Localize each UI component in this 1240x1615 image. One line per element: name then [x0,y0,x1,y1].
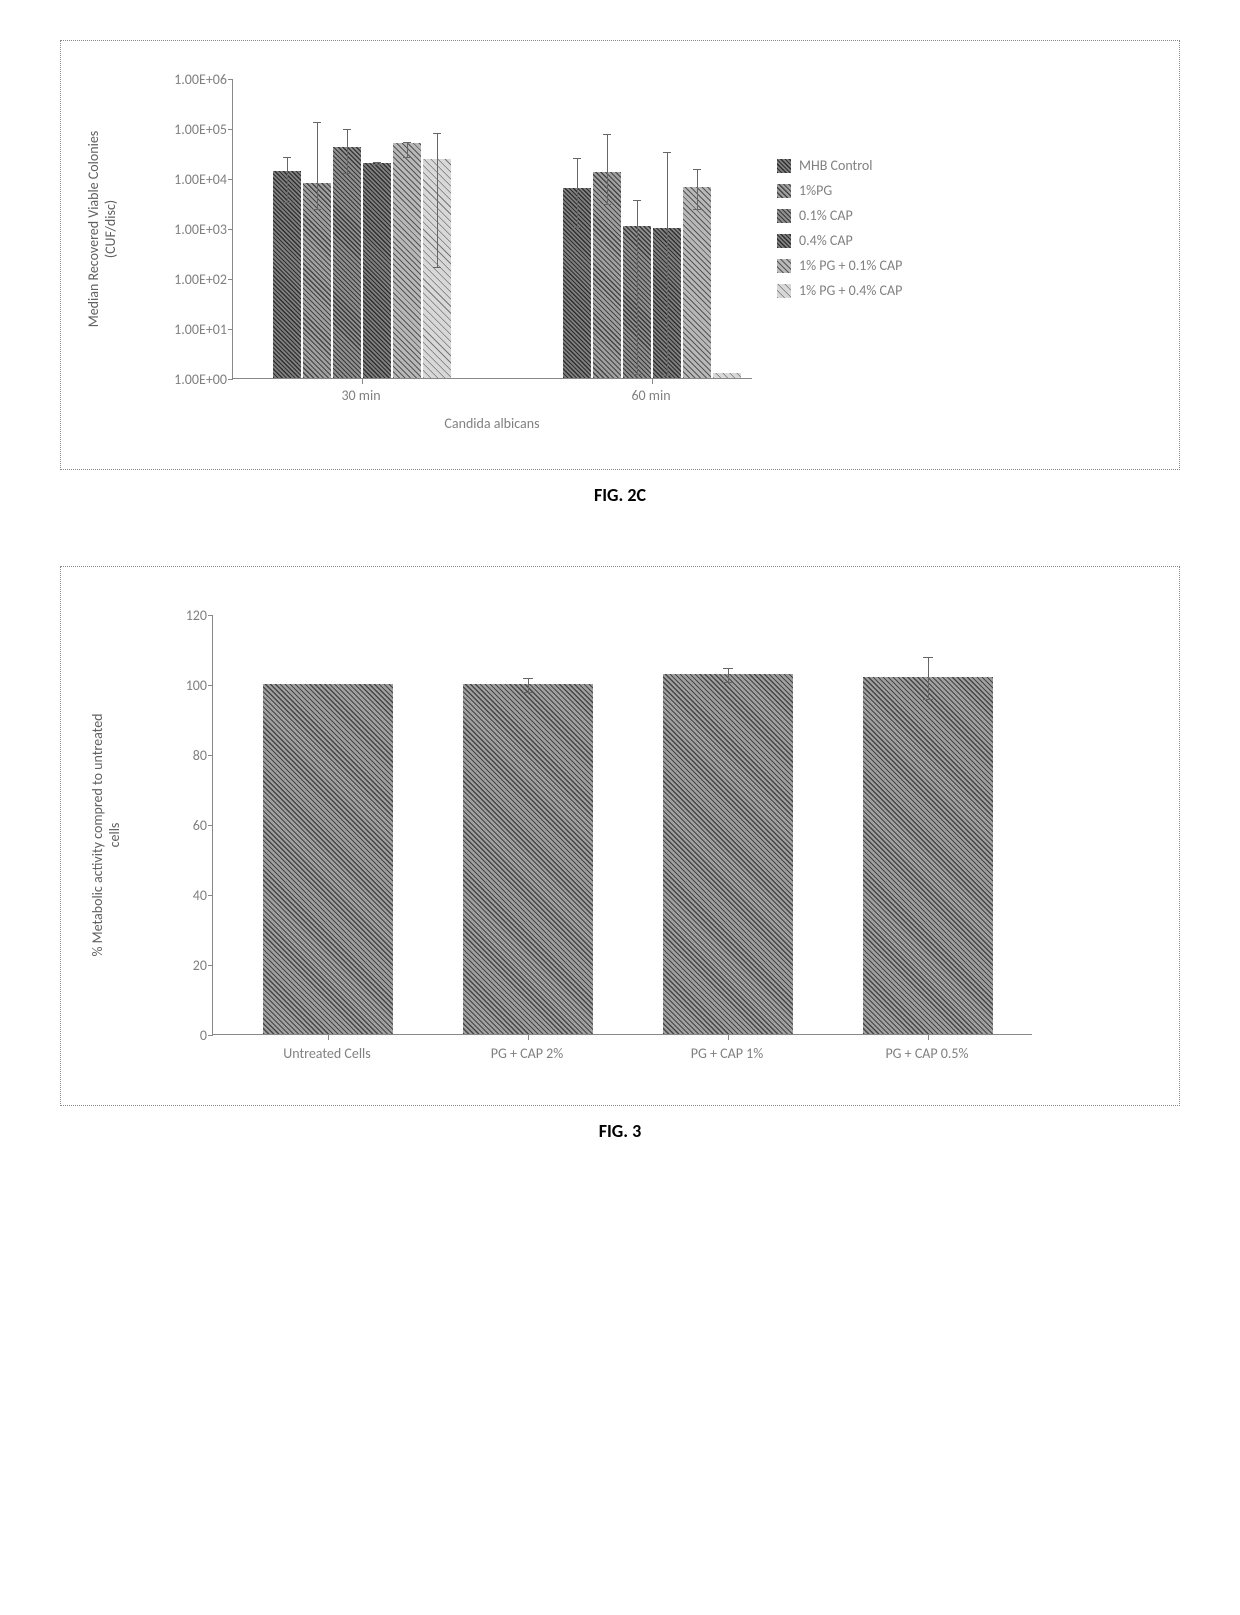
figure-3-xtick: Untreated Cells [237,1045,417,1062]
figure-2c-ytick: 1.00E+04 [137,171,227,188]
legend-swatch [777,184,791,198]
figure-3-ytick: 60 [157,817,207,834]
figure-2c-bar [393,143,421,378]
figure-3-caption: FIG. 3 [60,1120,1180,1142]
figure-2c-ylabel: Median Recovered Viable Colonies (CUF/di… [86,131,120,328]
figure-3-ylabel: % Metabolic activity compred to untreate… [90,713,124,956]
figure-3-body: % Metabolic activity compred to untreate… [77,585,1163,1087]
legend-swatch [777,259,791,273]
figure-2c-yticks: 1.00E+001.00E+011.00E+021.00E+031.00E+04… [137,79,227,379]
figure-3-xtick: PG + CAP 2% [437,1045,617,1062]
figure-2c-bar [333,147,361,378]
figure-2c-bar [363,163,391,378]
figure-3-panel: % Metabolic activity compred to untreate… [60,566,1180,1106]
figure-2c-legend-item: 0.1% CAP [777,207,987,224]
legend-label: 1% PG + 0.1% CAP [799,257,902,274]
figure-2c-ytick: 1.00E+00 [137,371,227,388]
figure-2c-legend-item: 1% PG + 0.1% CAP [777,257,987,274]
figure-2c-bar [683,187,711,378]
legend-swatch [777,234,791,248]
figure-2c-ylabel-line1: Median Recovered Viable Colonies [85,131,102,328]
figure-3-xtick: PG + CAP 1% [637,1045,817,1062]
figure-3-ytick: 0 [157,1027,207,1044]
figure-2c-ylabel-line2: (CUF/disc) [102,200,119,258]
legend-swatch [777,209,791,223]
legend-label: 1% PG + 0.4% CAP [799,282,902,299]
figure-2c-legend-item: 1%PG [777,182,987,199]
figure-2c-ytick: 1.00E+05 [137,121,227,138]
legend-label: 0.4% CAP [799,232,853,249]
figure-2c-xticks: 30 min 60 min [232,387,752,407]
figure-2c-ytick: 1.00E+03 [137,221,227,238]
figure-3-bar [263,684,393,1034]
figure-2c-legend-item: MHB Control [777,157,987,174]
figure-3-ytick: 40 [157,887,207,904]
figure-2c-bar [303,183,331,378]
figure-2c-ytick: 1.00E+01 [137,321,227,338]
figure-3-ytick: 80 [157,747,207,764]
figure-3-bar [463,684,593,1034]
figure-3-yticks: 020406080100120 [157,615,207,1035]
legend-label: 1%PG [799,182,832,199]
figure-2c-panel: Median Recovered Viable Colonies (CUF/di… [60,40,1180,470]
figure-3-xtick: PG + CAP 0.5% [837,1045,1017,1062]
figure-2c-caption: FIG. 2C [60,484,1180,506]
figure-2c-legend-item: 1% PG + 0.4% CAP [777,282,987,299]
figure-2c-ytick: 1.00E+02 [137,271,227,288]
figure-2c-xgroup-label: 60 min [591,387,711,404]
figure-3-xticks: Untreated Cells PG + CAP 2% PG + CAP 1% PG … [212,1045,1032,1069]
figure-2c-plot [232,79,752,379]
legend-swatch [777,284,791,298]
figure-3-bar [663,674,793,1035]
figure-3-bar [863,677,993,1034]
legend-swatch [777,159,791,173]
figure-3-ylabel-line1: % Metabolic activity compred to untreate… [89,713,106,956]
figure-2c-xlabel: Candida albicans [232,415,752,432]
legend-label: 0.1% CAP [799,207,853,224]
figure-2c-ytick: 1.00E+06 [137,71,227,88]
legend-label: MHB Control [799,157,873,174]
figure-3-ytick: 20 [157,957,207,974]
figure-3-ytick: 120 [157,607,207,624]
figure-2c-legend-item: 0.4% CAP [777,232,987,249]
figure-2c-xgroup-label: 30 min [301,387,421,404]
figure-2c-body: Median Recovered Viable Colonies (CUF/di… [77,59,1163,451]
figure-2c-legend: MHB Control 1%PG 0.1% CAP 0.4% CAP 1% PG + 0… [777,149,987,307]
figure-3-ytick: 100 [157,677,207,694]
figure-3-ylabel-line2: cells [106,823,123,848]
figure-3-plot [212,615,1032,1035]
figure-2c-bar [713,373,741,378]
